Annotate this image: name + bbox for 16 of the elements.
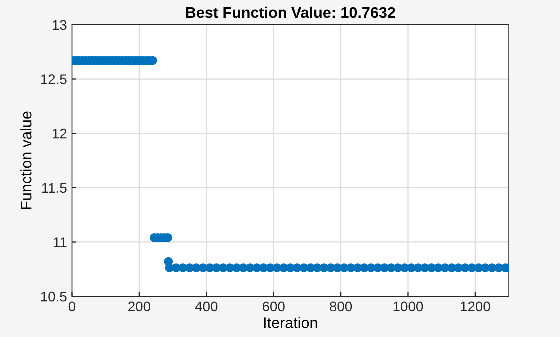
x-axis-title: Iteration bbox=[264, 317, 318, 328]
y-tick-label: 11 bbox=[54, 238, 67, 248]
x-tick-label: 1000 bbox=[394, 302, 424, 312]
x-tick-label: 600 bbox=[262, 302, 285, 312]
x-tick-label: 400 bbox=[195, 302, 218, 312]
y-axis-title: Function value bbox=[20, 112, 32, 210]
chart-title: Best Function Value: 10.7632 bbox=[186, 6, 396, 18]
x-tick-label: 0 bbox=[68, 302, 76, 312]
y-tick-label: 11.5 bbox=[42, 183, 67, 194]
y-tick-label: 12 bbox=[52, 128, 67, 139]
x-tick-label: 1200 bbox=[461, 302, 490, 312]
x-tick-label: 800 bbox=[330, 302, 352, 312]
y-tick-label: 13 bbox=[52, 20, 67, 30]
y-tick-label: 10.5 bbox=[41, 292, 67, 302]
x-tick-label: 200 bbox=[128, 302, 150, 312]
y-tick-label: 12.5 bbox=[41, 74, 67, 84]
